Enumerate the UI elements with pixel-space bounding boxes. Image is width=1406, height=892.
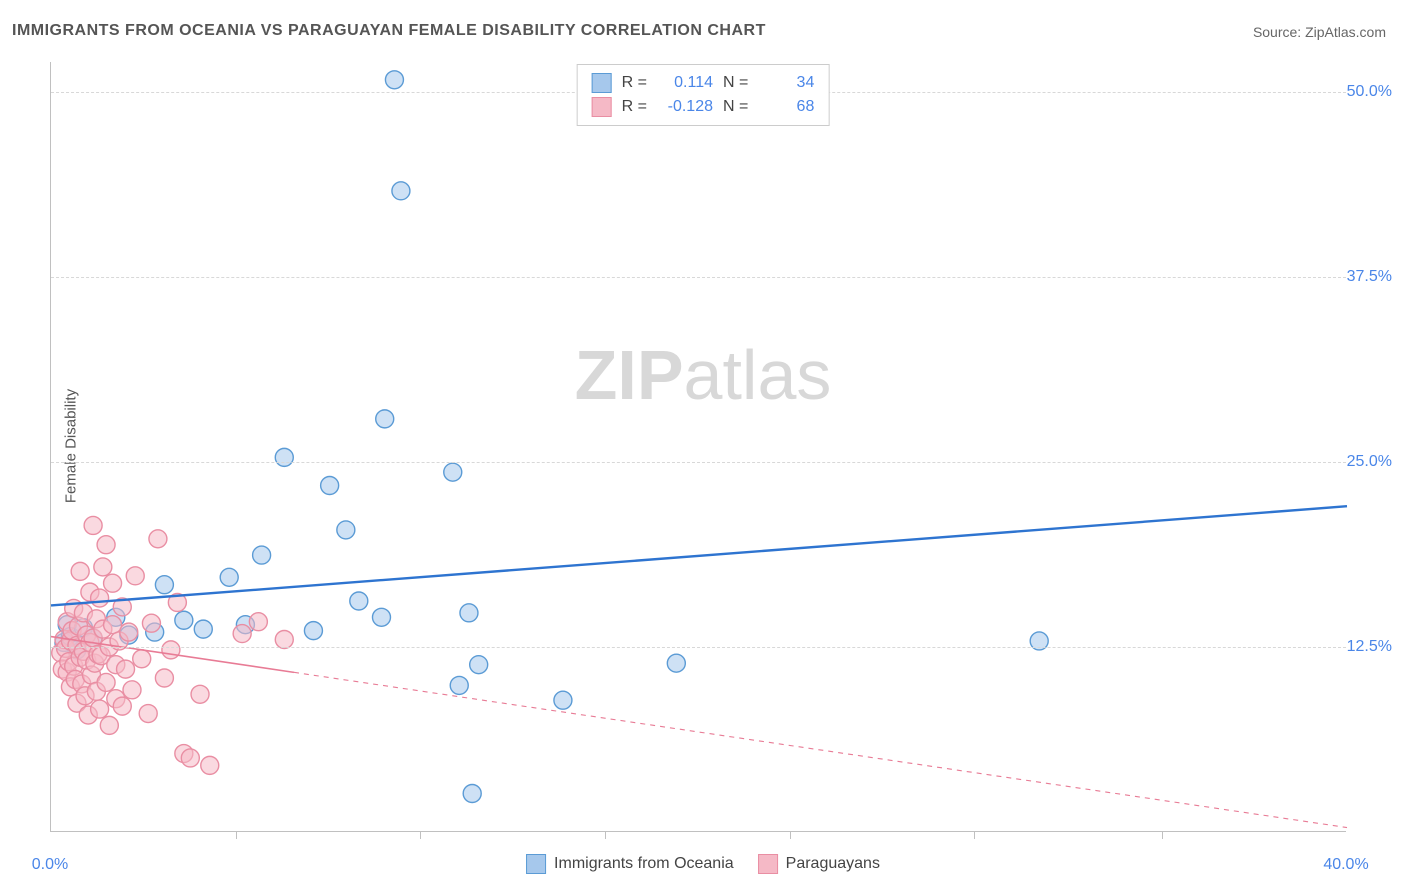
scatter-point [220,568,238,586]
source-label: Source: [1253,24,1301,40]
scatter-point [554,691,572,709]
swatch-oceania [592,73,612,93]
scatter-point [191,685,209,703]
scatter-point [275,631,293,649]
scatter-point [126,567,144,585]
scatter-point [104,574,122,592]
scatter-point [444,463,462,481]
scatter-point [275,448,293,466]
scatter-point [162,641,180,659]
scatter-point [667,654,685,672]
scatter-point [372,608,390,626]
x-tick [605,831,606,839]
scatter-point [84,516,102,534]
legend-row-paraguayans: R = -0.128 N = 68 [592,95,815,119]
scatter-point [94,558,112,576]
x-tick [974,831,975,839]
scatter-point [155,576,173,594]
swatch-paraguayans [592,97,612,117]
r-label: R = [622,74,647,92]
scatter-point [91,700,109,718]
scatter-point [97,673,115,691]
scatter-point [201,756,219,774]
scatter-point [97,536,115,554]
scatter-point [71,562,89,580]
source-attribution: Source: ZipAtlas.com [1253,24,1386,40]
y-tick-label: 37.5% [1347,268,1392,286]
scatter-point [100,716,118,734]
n-label: N = [723,74,748,92]
scatter-point [117,660,135,678]
r-value-paraguayans: -0.128 [657,98,713,116]
chart-title: IMMIGRANTS FROM OCEANIA VS PARAGUAYAN FE… [12,22,766,40]
n-value-paraguayans: 68 [758,98,814,116]
gridline [51,277,1346,278]
legend-row-oceania: R = 0.114 N = 34 [592,71,815,95]
gridline [51,462,1346,463]
trend-line-dashed [294,672,1347,827]
scatter-point [337,521,355,539]
scatter-point [249,613,267,631]
scatter-point [113,697,131,715]
source-value: ZipAtlas.com [1305,24,1386,40]
scatter-point [450,676,468,694]
x-tick-label-left: 0.0% [32,856,68,874]
correlation-legend: R = 0.114 N = 34 R = -0.128 N = 68 [577,64,830,126]
scatter-point [181,749,199,767]
x-tick [236,831,237,839]
gridline [51,647,1346,648]
n-value-oceania: 34 [758,74,814,92]
scatter-point [139,705,157,723]
scatter-point [463,785,481,803]
scatter-point [253,546,271,564]
n-label: N = [723,98,748,116]
scatter-point [194,620,212,638]
scatter-point [321,477,339,495]
swatch-paraguayans-icon [758,854,778,874]
y-tick-label: 12.5% [1347,638,1392,656]
x-tick [420,831,421,839]
r-value-oceania: 0.114 [657,74,713,92]
scatter-point [149,530,167,548]
scatter-point [350,592,368,610]
scatter-point [470,656,488,674]
series-legend: Immigrants from Oceania Paraguayans [526,854,880,874]
scatter-point [155,669,173,687]
scatter-point [392,182,410,200]
scatter-point [233,625,251,643]
scatter-point [376,410,394,428]
plot-area [50,62,1346,832]
scatter-point [133,650,151,668]
scatter-point [175,611,193,629]
scatter-point [104,616,122,634]
scatter-point [120,623,138,641]
scatter-point [142,614,160,632]
legend-item-oceania: Immigrants from Oceania [526,854,734,874]
legend-label-paraguayans: Paraguayans [786,855,880,873]
swatch-oceania-icon [526,854,546,874]
r-label: R = [622,98,647,116]
scatter-point [91,589,109,607]
chart-container: IMMIGRANTS FROM OCEANIA VS PARAGUAYAN FE… [0,0,1406,892]
x-tick [790,831,791,839]
y-tick-label: 25.0% [1347,453,1392,471]
scatter-svg [51,62,1346,831]
trend-line [51,506,1347,605]
legend-item-paraguayans: Paraguayans [758,854,880,874]
scatter-point [385,71,403,89]
scatter-point [460,604,478,622]
y-tick-label: 50.0% [1347,83,1392,101]
scatter-point [304,622,322,640]
scatter-point [123,681,141,699]
x-tick [1162,831,1163,839]
legend-label-oceania: Immigrants from Oceania [554,855,734,873]
x-tick-label-right: 40.0% [1323,856,1368,874]
